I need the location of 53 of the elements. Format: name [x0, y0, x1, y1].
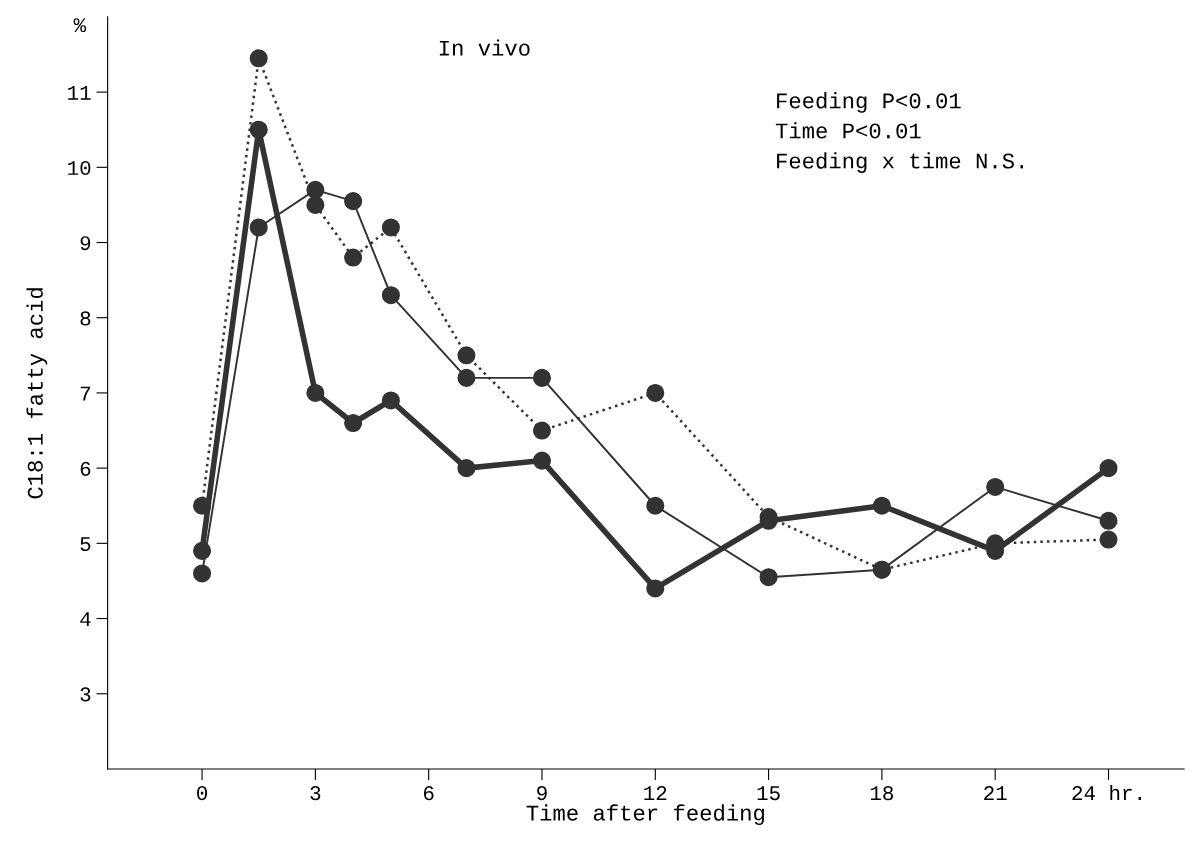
y-tick-label: 10	[68, 160, 91, 176]
point	[872, 496, 891, 515]
point	[344, 248, 363, 267]
point	[646, 383, 665, 402]
x-tick-label: 18	[870, 786, 894, 801]
x-tick-label: 6	[423, 786, 434, 801]
point	[344, 413, 363, 433]
point	[457, 346, 476, 365]
y-axis-title: C18:1 fatty acid	[26, 288, 48, 499]
text: %	[73, 18, 87, 33]
x-tick-label: 21	[984, 786, 1007, 801]
y-tick-label: 7	[80, 386, 91, 401]
point	[193, 564, 212, 583]
y-tick-label: 5	[80, 537, 91, 552]
point	[532, 451, 552, 470]
x-tick-label: 12	[644, 786, 667, 801]
point	[381, 391, 400, 410]
y-tick-label: 11	[68, 85, 91, 100]
x-tick-label: 3	[310, 786, 321, 801]
point	[381, 218, 400, 237]
y-tick-label: 9	[80, 236, 91, 251]
point	[306, 195, 325, 214]
point	[344, 192, 363, 211]
x-tick-label: 0	[197, 786, 208, 801]
text: In vivo	[439, 39, 530, 56]
x-tick-label: 24 hr.	[1072, 784, 1141, 801]
point	[646, 496, 665, 515]
point	[1099, 459, 1118, 478]
annotation: Feeding x time N.S.	[777, 152, 1023, 173]
point	[646, 579, 665, 598]
x-axis-title: Time after feeding	[526, 804, 764, 826]
annotation: Time P<0.01	[775, 122, 921, 139]
point	[1099, 530, 1118, 549]
point	[457, 459, 476, 478]
y-tick-label: 3	[80, 687, 91, 702]
annotation: Feeding P<0.01	[777, 92, 961, 113]
point	[249, 49, 268, 68]
point	[249, 218, 268, 237]
point	[1099, 511, 1118, 530]
x-tick-label: 9	[537, 786, 547, 801]
point	[986, 477, 1005, 496]
x-tick-label: 15	[757, 786, 780, 801]
point	[381, 286, 400, 305]
y-tick-label: 6	[80, 461, 91, 476]
y-tick-label: 4	[80, 612, 91, 627]
y-tick-label: 8	[80, 311, 91, 326]
point	[193, 496, 212, 515]
point	[306, 383, 325, 402]
point	[759, 568, 778, 587]
point	[532, 421, 552, 440]
point	[249, 120, 268, 139]
point	[457, 368, 476, 387]
point	[532, 368, 552, 387]
